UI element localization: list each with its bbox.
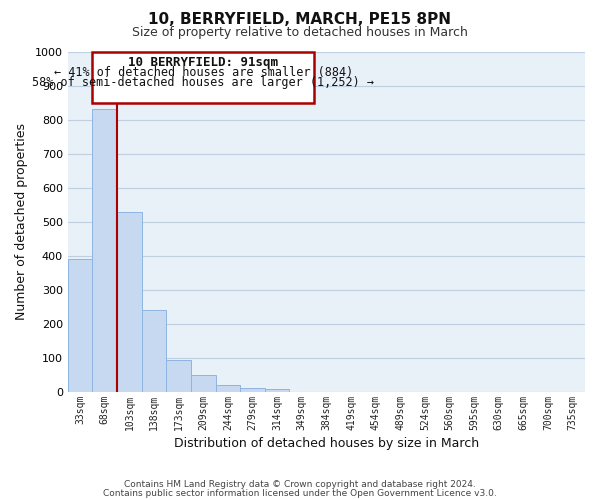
- Bar: [191, 375, 215, 392]
- Text: 10, BERRYFIELD, MARCH, PE15 8PN: 10, BERRYFIELD, MARCH, PE15 8PN: [149, 12, 452, 28]
- Bar: [166, 360, 191, 392]
- Text: Contains HM Land Registry data © Crown copyright and database right 2024.: Contains HM Land Registry data © Crown c…: [124, 480, 476, 489]
- X-axis label: Distribution of detached houses by size in March: Distribution of detached houses by size …: [174, 437, 479, 450]
- Bar: [215, 385, 240, 392]
- Text: 58% of semi-detached houses are larger (1,252) →: 58% of semi-detached houses are larger (…: [32, 76, 374, 89]
- Bar: [142, 310, 166, 392]
- Bar: [68, 259, 92, 392]
- Text: 10 BERRYFIELD: 91sqm: 10 BERRYFIELD: 91sqm: [128, 56, 278, 68]
- Text: Size of property relative to detached houses in March: Size of property relative to detached ho…: [132, 26, 468, 39]
- FancyBboxPatch shape: [92, 52, 314, 104]
- Bar: [265, 390, 289, 392]
- Bar: [92, 110, 117, 392]
- Bar: [240, 388, 265, 392]
- Y-axis label: Number of detached properties: Number of detached properties: [15, 124, 28, 320]
- Text: ← 41% of detached houses are smaller (884): ← 41% of detached houses are smaller (88…: [53, 66, 353, 79]
- Bar: [117, 212, 142, 392]
- Text: Contains public sector information licensed under the Open Government Licence v3: Contains public sector information licen…: [103, 488, 497, 498]
